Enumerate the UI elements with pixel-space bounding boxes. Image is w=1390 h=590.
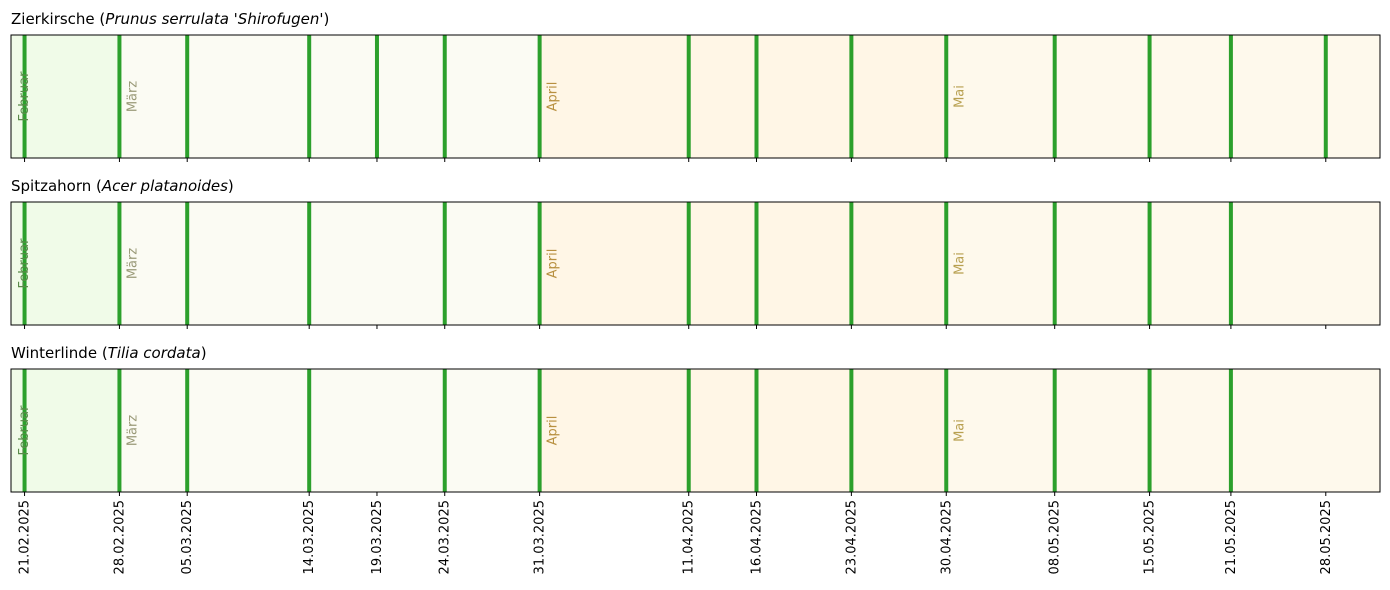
month-band: [539, 35, 947, 158]
month-label: Februar: [17, 71, 32, 122]
month-label: April: [546, 249, 561, 279]
x-tick-label: 19.03.2025: [370, 500, 385, 574]
x-tick-label: 30.04.2025: [939, 500, 954, 574]
x-tick-label: 14.03.2025: [302, 500, 317, 574]
month-band: [11, 35, 120, 158]
x-tick-label: 23.04.2025: [844, 500, 859, 574]
x-tick-label: 31.03.2025: [533, 500, 548, 574]
panel-title-part: ): [201, 344, 207, 362]
panel-title-part: Prunus serrulata 'Shirofugen': [105, 10, 323, 28]
month-band: [946, 35, 1380, 158]
month-band: [946, 202, 1380, 325]
month-label: März: [125, 415, 140, 447]
x-tick-label: 24.03.2025: [438, 500, 453, 574]
x-tick-label: 21.02.2025: [18, 500, 33, 574]
month-label: Mai: [952, 85, 967, 108]
x-tick-label: 28.02.2025: [112, 500, 127, 574]
month-label: März: [125, 81, 140, 113]
month-band: [11, 202, 120, 325]
panel-title-part: Winterlinde (: [11, 344, 108, 362]
panel-title-part: Acer platanoides: [101, 177, 228, 195]
x-tick-label: 11.04.2025: [682, 500, 697, 574]
month-label: April: [546, 416, 561, 446]
panel-title: Spitzahorn (Acer platanoides): [11, 177, 234, 195]
panel-title-part: ): [324, 10, 330, 28]
month-band: [539, 369, 947, 492]
panel-frame: [10, 368, 1381, 493]
month-label: März: [125, 248, 140, 280]
panel-title: Winterlinde (Tilia cordata): [11, 344, 207, 362]
panel-title-part: Zierkirsche (: [11, 10, 105, 28]
x-tick-label: 21.05.2025: [1224, 500, 1239, 574]
x-tick-label: 08.05.2025: [1048, 500, 1063, 574]
panel-frame: [10, 201, 1381, 326]
x-tick-label: 16.04.2025: [749, 500, 764, 574]
month-label: April: [546, 82, 561, 112]
month-band: [119, 35, 540, 158]
panel-title-part: Tilia cordata: [108, 344, 201, 362]
month-band: [119, 202, 540, 325]
month-label: Mai: [952, 419, 967, 442]
x-tick-label: 05.03.2025: [180, 500, 195, 574]
month-label: Februar: [17, 238, 32, 289]
month-band: [119, 369, 540, 492]
timeline-panel: Winterlinde (Tilia cordata) Februar März Ap…: [10, 344, 1381, 496]
timeline-panel: Spitzahorn (Acer platanoides) Februar März…: [10, 177, 1381, 329]
month-band: [946, 369, 1380, 492]
month-band: [539, 202, 947, 325]
month-label: Mai: [952, 252, 967, 275]
panel-title-part: ): [228, 177, 234, 195]
month-band: [11, 369, 120, 492]
panel-title: Zierkirsche (Prunus serrulata 'Shirofuge…: [11, 10, 329, 28]
x-tick-label: 28.05.2025: [1319, 500, 1334, 574]
month-label: Februar: [17, 405, 32, 456]
x-tick-label: 15.05.2025: [1143, 500, 1158, 574]
timeline-panel: Zierkirsche (Prunus serrulata 'Shirofuge…: [10, 10, 1381, 162]
panel-title-part: Spitzahorn (: [11, 177, 102, 195]
panel-frame: [10, 34, 1381, 159]
